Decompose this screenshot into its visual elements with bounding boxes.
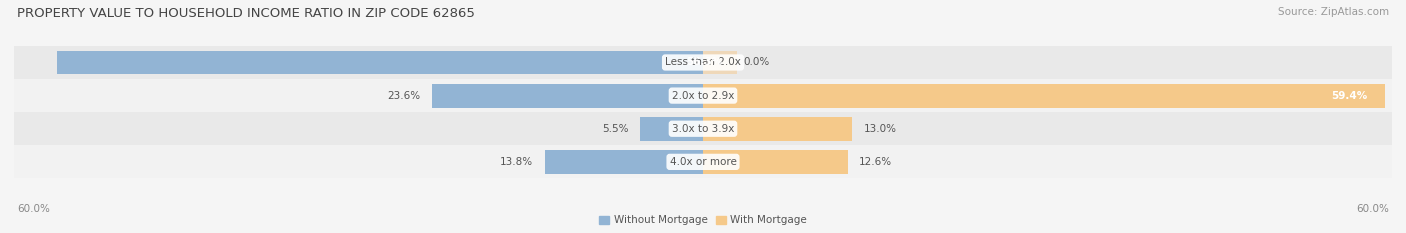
Bar: [544, 150, 703, 174]
Text: 2.0x to 2.9x: 2.0x to 2.9x: [672, 91, 734, 101]
Text: 56.3%: 56.3%: [686, 58, 723, 68]
Text: 23.6%: 23.6%: [388, 91, 420, 101]
Bar: [14, 145, 1392, 178]
Text: Source: ZipAtlas.com: Source: ZipAtlas.com: [1278, 7, 1389, 17]
Bar: [14, 112, 1392, 145]
Text: 5.5%: 5.5%: [602, 124, 628, 134]
Bar: [703, 84, 1385, 108]
Bar: [14, 46, 1392, 79]
Text: 60.0%: 60.0%: [17, 204, 49, 214]
Bar: [703, 150, 848, 174]
Text: 12.6%: 12.6%: [859, 157, 893, 167]
Text: Less than 2.0x: Less than 2.0x: [665, 58, 741, 68]
Bar: [432, 84, 703, 108]
Bar: [703, 51, 738, 74]
Text: 59.4%: 59.4%: [1331, 91, 1368, 101]
Bar: [14, 79, 1392, 112]
Text: 3.0x to 3.9x: 3.0x to 3.9x: [672, 124, 734, 134]
Text: 13.8%: 13.8%: [501, 157, 533, 167]
Bar: [640, 117, 703, 141]
Legend: Without Mortgage, With Mortgage: Without Mortgage, With Mortgage: [595, 211, 811, 230]
Text: PROPERTY VALUE TO HOUSEHOLD INCOME RATIO IN ZIP CODE 62865: PROPERTY VALUE TO HOUSEHOLD INCOME RATIO…: [17, 7, 475, 20]
Text: 4.0x or more: 4.0x or more: [669, 157, 737, 167]
Bar: [703, 117, 852, 141]
Text: 60.0%: 60.0%: [1357, 204, 1389, 214]
Text: 0.0%: 0.0%: [744, 58, 769, 68]
Bar: [56, 51, 703, 74]
Text: 13.0%: 13.0%: [863, 124, 897, 134]
